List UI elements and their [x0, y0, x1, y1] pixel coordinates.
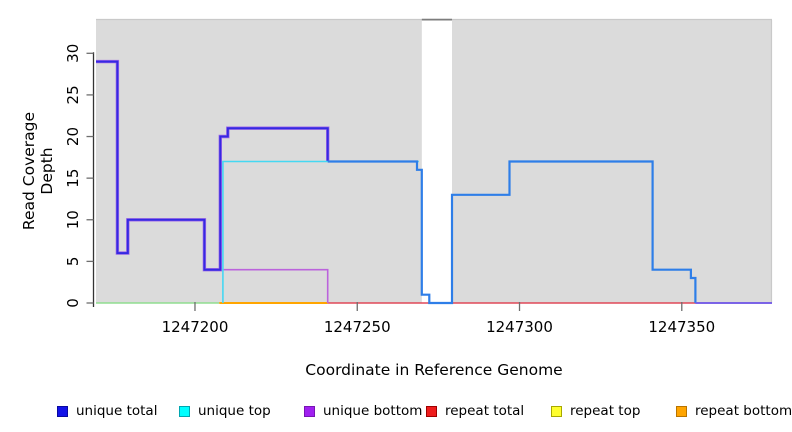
series-unique-total-left-line — [96, 60, 329, 271]
y-tick-label: 20 — [64, 127, 82, 146]
no-coverage-gap — [421, 20, 453, 304]
y-tick-label: 0 — [64, 298, 82, 308]
y-axis-title: Read Coverage Depth — [20, 111, 56, 231]
x-tick-label: 1247300 — [486, 318, 553, 336]
y-tick-label: 15 — [64, 169, 82, 188]
y-tick-label: 30 — [64, 44, 82, 63]
x-tick-label: 1247200 — [162, 318, 229, 336]
y-tick-label: 10 — [64, 210, 82, 229]
series-unique-bottom-line — [220, 268, 329, 303]
y-tick-label: 25 — [64, 85, 82, 104]
x-tick-label: 1247350 — [648, 318, 715, 336]
x-axis-title: Coordinate in Reference Genome — [305, 361, 563, 379]
series-coverage-right-blue-line — [327, 160, 697, 305]
x-tick-label: 1247250 — [324, 318, 391, 336]
y-tick-label: 5 — [64, 257, 82, 267]
